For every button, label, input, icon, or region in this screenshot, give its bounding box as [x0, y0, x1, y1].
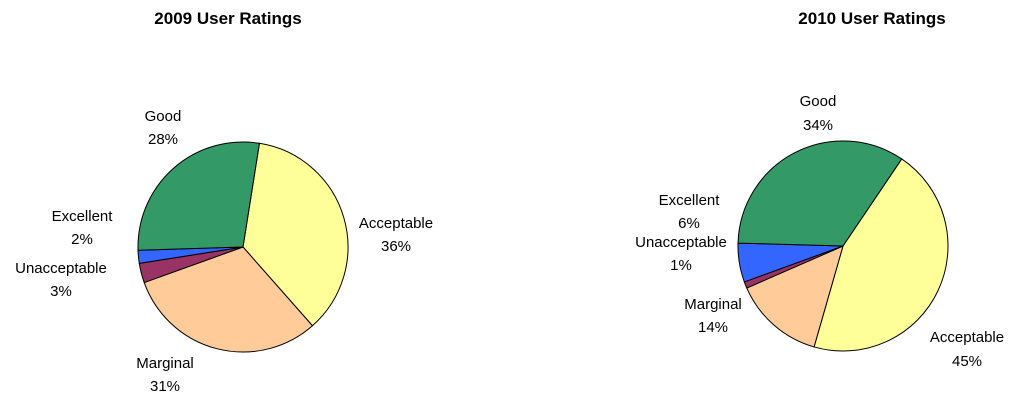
slice-label-name: Unacceptable: [15, 260, 107, 277]
slice-label-pct: 6%: [678, 215, 700, 232]
slice-label-pct: 1%: [670, 257, 692, 274]
label-unacceptable-2010: Unacceptable 1%: [635, 234, 727, 274]
slice-label-pct: 28%: [148, 131, 178, 148]
label-acceptable-2009: Acceptable 36%: [359, 215, 433, 255]
label-marginal-2009: Marginal 31%: [136, 355, 194, 395]
slice-label-name: Unacceptable: [635, 234, 727, 251]
pie-slice-acceptable: [242, 142, 349, 327]
chart-title-2009: 2009 User Ratings: [154, 9, 301, 28]
label-unacceptable-2009: Unacceptable 3%: [15, 260, 107, 300]
pie-slice-marginal: [746, 245, 844, 348]
slice-label-pct: 45%: [952, 353, 982, 370]
label-excellent-2010: Excellent 6%: [659, 192, 721, 232]
label-good-2010: Good 34%: [800, 93, 837, 134]
slice-label-pct: 31%: [150, 378, 180, 395]
label-excellent-2009: Excellent 2%: [52, 208, 114, 248]
label-marginal-2010: Marginal 14%: [684, 296, 742, 336]
chart-title-2010: 2010 User Ratings: [798, 9, 945, 28]
pie-chart-2009: 2009 User Ratings Good 28% Acceptable 36…: [15, 9, 433, 395]
pie-slice-good: [737, 140, 903, 247]
pie-slice-acceptable: [813, 158, 949, 352]
label-good-2009: Good 28%: [145, 108, 182, 148]
slice-label-pct: 36%: [381, 238, 411, 255]
pie-slice-good: [137, 141, 260, 251]
slice-label-pct: 2%: [71, 231, 93, 248]
pie-chart-2010: 2010 User Ratings Good 34% Excellent 6% …: [635, 9, 1004, 370]
slice-label-pct: 14%: [698, 319, 728, 336]
slice-label-pct: 34%: [803, 117, 833, 134]
slice-label-name: Acceptable: [359, 215, 433, 232]
slice-label-name: Marginal: [136, 355, 194, 372]
pie-slices-2010: [737, 140, 949, 352]
pie-slices-2009: [137, 141, 349, 353]
slice-label-pct: 3%: [50, 283, 72, 300]
slice-label-name: Excellent: [52, 208, 114, 225]
slice-label-name: Marginal: [684, 296, 742, 313]
slice-label-name: Good: [145, 108, 182, 125]
slice-label-name: Excellent: [659, 192, 721, 209]
slice-label-name: Good: [800, 93, 837, 110]
slice-label-name: Acceptable: [930, 329, 1004, 346]
label-acceptable-2010: Acceptable 45%: [930, 329, 1004, 370]
pie-slice-marginal: [143, 246, 313, 353]
